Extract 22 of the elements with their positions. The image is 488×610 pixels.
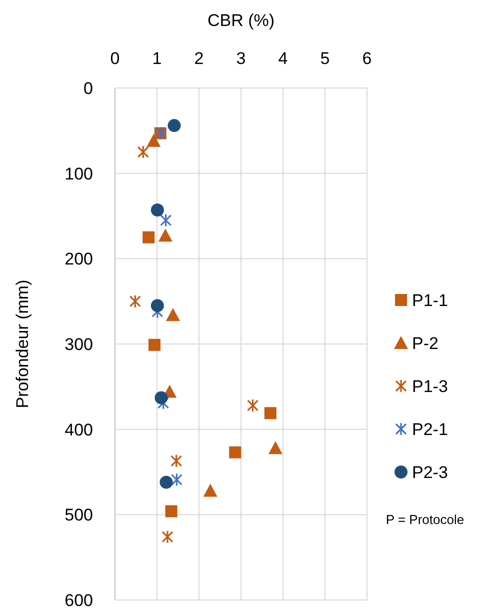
- x-tick-label: 2: [194, 49, 204, 68]
- text: P = Protocole: [386, 512, 464, 527]
- y-tick-label: 200: [64, 250, 93, 269]
- x-tick-label: 3: [236, 49, 246, 68]
- x-tick-label: 0: [110, 49, 120, 68]
- y-axis-title: Profondeur (mm): [13, 280, 32, 408]
- x-tick-label: 5: [320, 49, 330, 68]
- legend-label: P2-3: [412, 463, 448, 482]
- y-tick-label: 600: [64, 591, 93, 610]
- x-tick-label: 6: [362, 49, 372, 68]
- y-tick-label: 300: [64, 335, 93, 354]
- y-tick-label: 500: [64, 506, 93, 525]
- y-tick-label: 0: [84, 79, 93, 98]
- legend-label: P2-1: [412, 420, 448, 439]
- legend-label: P1-1: [412, 291, 448, 310]
- x-axis-title: CBR (%): [207, 11, 275, 30]
- y-tick-label: 100: [64, 164, 93, 184]
- legend-label: P-2: [412, 334, 438, 353]
- x-tick-label: 1: [152, 49, 162, 68]
- legend-label: P1-3: [412, 377, 448, 396]
- x-tick-label: 4: [278, 49, 288, 68]
- y-tick-label: 400: [64, 420, 93, 440]
